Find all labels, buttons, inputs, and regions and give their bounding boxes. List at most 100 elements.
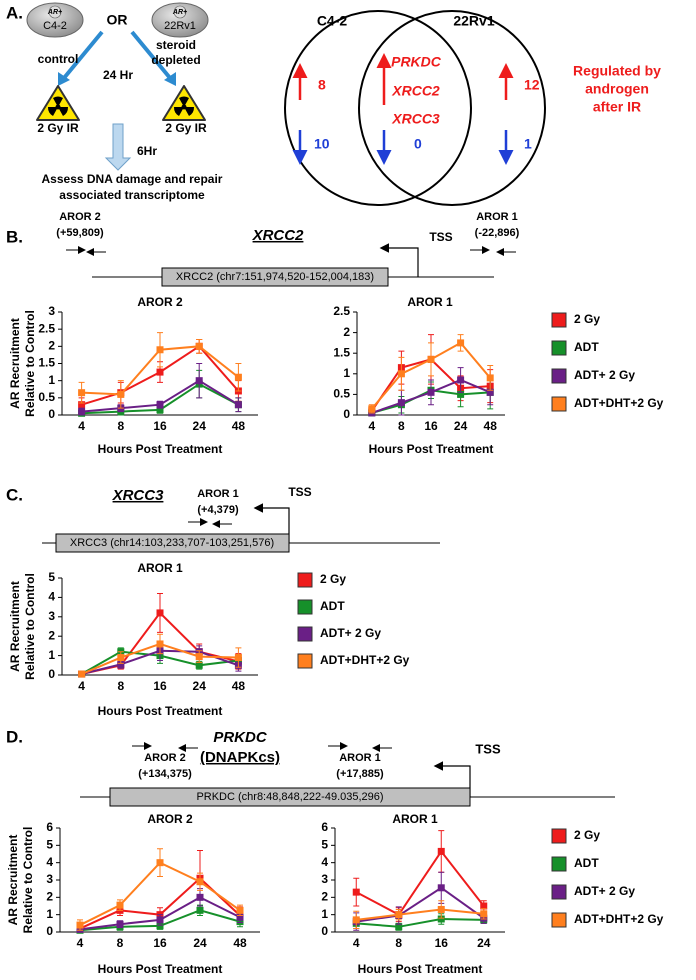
region-position: (+134,375) (138, 768, 192, 780)
radiation-icon (36, 85, 80, 121)
tss-label: TSS (288, 485, 311, 499)
marker (156, 609, 164, 617)
y-tick-label: 2.5 (333, 304, 350, 318)
marker (457, 376, 465, 384)
chart-title: AROR 1 (407, 295, 453, 309)
assay-text: Assess DNA damage and repair (42, 172, 223, 186)
y-tick-label: 4 (46, 855, 53, 869)
x-tick-label: 8 (117, 419, 124, 433)
gene-map: XRCC3 AROR 1 (+4,379) TSS XRCC3 (chr14:1… (42, 485, 440, 553)
marker (78, 670, 86, 678)
y-tick-label: 2 (48, 339, 55, 353)
x-axis-label: Hours Post Treatment (369, 442, 494, 456)
marker (117, 660, 125, 668)
marker (78, 401, 86, 409)
y-axis-label: Relative to Control (21, 827, 35, 934)
y-tick-label: 3 (46, 872, 53, 886)
y-tick-label: 2 (46, 890, 53, 904)
x-tick-label: 4 (353, 936, 360, 950)
x-tick-label: 24 (454, 419, 468, 433)
marker (352, 916, 360, 924)
marker (156, 401, 164, 409)
marker (480, 910, 488, 918)
chart-title: AROR 2 (137, 295, 183, 309)
y-tick-label: 1 (48, 373, 55, 387)
arrowhead (164, 72, 176, 86)
y-tick-label: 3 (321, 872, 328, 886)
chart-title: AROR 2 (147, 812, 193, 826)
marker (236, 906, 244, 914)
x-tick-label: 8 (395, 936, 402, 950)
x-tick-label: 48 (484, 419, 498, 433)
y-tick-label: 6 (321, 820, 328, 834)
y-tick-label: 3 (48, 609, 55, 623)
y-tick-label: 3 (48, 304, 55, 318)
region-position: (-22,896) (475, 227, 520, 239)
x-tick-label: 48 (232, 679, 246, 693)
x-tick-label: 8 (117, 936, 124, 950)
x-axis-label: Hours Post Treatment (98, 442, 223, 456)
y-tick-label: 2.5 (38, 321, 55, 335)
marker (196, 878, 204, 886)
x-tick-label: 16 (424, 419, 438, 433)
condition-label: steroid (156, 38, 196, 52)
legend-swatch (551, 368, 567, 384)
gene-title: PRKDC (213, 729, 268, 746)
panel-label: C. (6, 485, 23, 504)
marker (457, 390, 465, 398)
tss-label: TSS (475, 741, 501, 756)
series-line (356, 886, 485, 923)
marker (156, 406, 164, 414)
marker (486, 388, 494, 396)
y-tick-label: 4 (48, 590, 55, 604)
marker (116, 901, 124, 909)
gene-box (161, 267, 389, 287)
chart: 0 1 2 3 4 5 6 4 8 16 24 AROR 1 Hours Post Treatment 2… (321, 812, 663, 976)
marker (156, 922, 164, 930)
region-name: AROR 1 (339, 752, 381, 764)
tss-arrow (379, 243, 419, 277)
cell-badge: AR+ (172, 9, 187, 16)
y-axis-label: Relative to Control (23, 310, 37, 417)
legend-label: ADT (574, 340, 599, 354)
marker (437, 884, 445, 892)
arrowhead (58, 72, 70, 86)
y-tick-label: 1 (343, 366, 350, 380)
y-tick-label: 2 (321, 890, 328, 904)
condition-label: control (38, 52, 79, 66)
series-line (356, 917, 484, 928)
marker (156, 346, 164, 354)
marker (480, 902, 488, 910)
legend-swatch (297, 626, 313, 642)
marker (117, 390, 125, 398)
y-tick-label: 0.5 (333, 387, 350, 401)
x-axis-label: Hours Post Treatment (98, 704, 223, 718)
legend-swatch (551, 828, 567, 844)
marker (196, 893, 204, 901)
legend-swatch (551, 856, 567, 872)
legend-label: ADT (320, 599, 345, 613)
nucleus (173, 5, 187, 19)
y-tick-label: 1 (48, 648, 55, 662)
legend-swatch (297, 572, 313, 588)
x-tick-label: 24 (193, 936, 207, 950)
marker (395, 923, 403, 931)
y-axis-label: AR Recruitment (8, 318, 22, 409)
legend-label: ADT+ 2 Gy (574, 368, 635, 382)
gene-alias: (DNAPKcs) (200, 749, 280, 766)
y-tick-label: 6 (46, 820, 53, 834)
y-tick-label: 0 (321, 924, 328, 938)
marker (437, 847, 445, 855)
y-tick-label: 4 (321, 855, 328, 869)
x-tick-label: 16 (153, 419, 167, 433)
gene-title: XRCC3 (112, 487, 165, 504)
treatment-label: 2 Gy IR (165, 121, 207, 135)
marker (196, 906, 204, 914)
series-line (356, 908, 484, 921)
gene-map: PRKDC (DNAPKcs) AROR 2 (+134,375) AROR 1… (80, 729, 615, 807)
y-tick-label: 1 (321, 907, 328, 921)
count: 10 (314, 136, 330, 152)
x-tick-label: 24 (477, 936, 491, 950)
